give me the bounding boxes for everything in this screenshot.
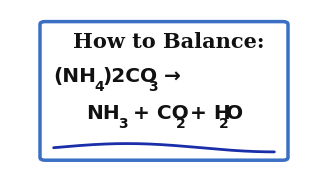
Text: NH: NH: [86, 104, 120, 123]
Text: 3: 3: [148, 80, 158, 94]
Text: 3: 3: [118, 117, 128, 131]
FancyBboxPatch shape: [40, 22, 288, 160]
Text: + CO: + CO: [126, 104, 189, 123]
Text: How to Balance:: How to Balance:: [73, 32, 265, 52]
Text: )2CO: )2CO: [103, 67, 158, 86]
Text: 2: 2: [176, 117, 186, 131]
Text: 4: 4: [94, 80, 104, 94]
Text: (NH: (NH: [54, 67, 97, 86]
Text: O: O: [227, 104, 244, 123]
Text: + H: + H: [183, 104, 231, 123]
Text: →: →: [157, 67, 181, 86]
Text: 2: 2: [219, 117, 229, 131]
